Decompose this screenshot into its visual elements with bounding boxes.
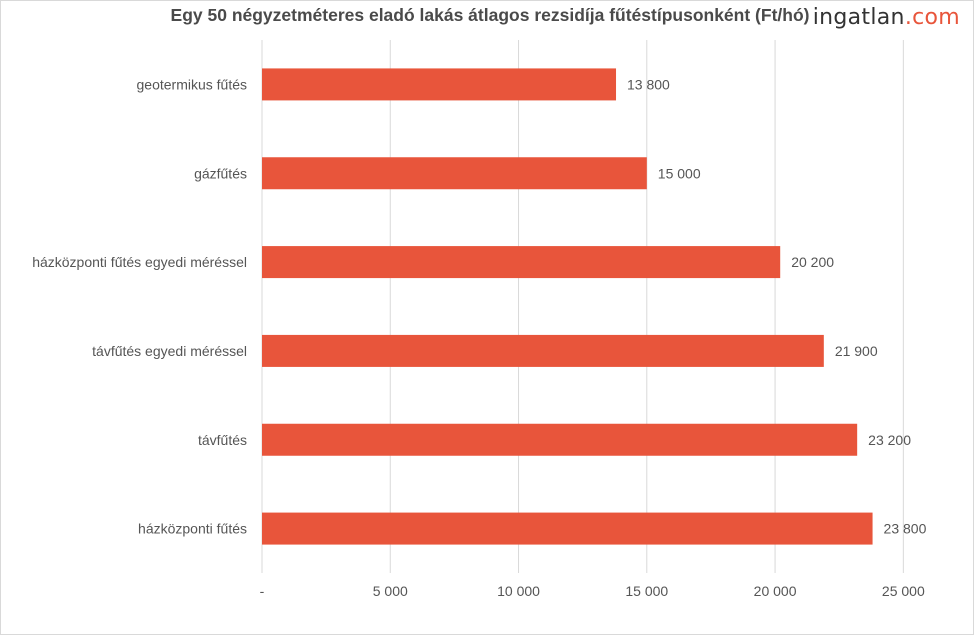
- chart-title: Egy 50 négyzetméteres eladó lakás átlago…: [170, 5, 810, 25]
- value-label: 20 200: [791, 254, 834, 270]
- x-tick-label: 15 000: [625, 583, 668, 599]
- value-label: 15 000: [658, 165, 701, 181]
- x-tick-label: -: [260, 583, 265, 599]
- category-label: távfűtés egyedi méréssel: [92, 343, 247, 359]
- value-label: 23 800: [884, 521, 927, 537]
- category-label: gázfűtés: [194, 165, 247, 181]
- logo-tld-text: .com: [904, 5, 960, 30]
- value-label: 13 800: [627, 76, 670, 92]
- label-layer: - 5 000 10 000 15 000 20 000 25 000 geotermiku…: [32, 76, 926, 599]
- category-label: házközponti fűtés: [138, 521, 247, 537]
- x-tick-label: 25 000: [882, 583, 925, 599]
- bar: [262, 334, 824, 367]
- x-tick-label: 10 000: [497, 583, 540, 599]
- bar-layer: [262, 68, 873, 545]
- bar: [262, 68, 617, 101]
- bar: [262, 157, 647, 190]
- category-label: házközponti fűtés egyedi méréssel: [32, 254, 247, 270]
- x-tick-label: 5 000: [373, 583, 408, 599]
- category-label: geotermikus fűtés: [137, 76, 248, 92]
- value-label: 23 200: [868, 432, 911, 448]
- category-label: távfűtés: [198, 432, 247, 448]
- value-label: 21 900: [835, 343, 878, 359]
- bar: [262, 512, 873, 545]
- bar: [262, 423, 858, 456]
- x-tick-label: 20 000: [754, 583, 797, 599]
- logo-main-text: ingatlan: [812, 5, 905, 30]
- bar: [262, 246, 781, 279]
- grid-layer: [261, 40, 904, 573]
- ingatlan-logo: ingatlan.com: [813, 5, 960, 30]
